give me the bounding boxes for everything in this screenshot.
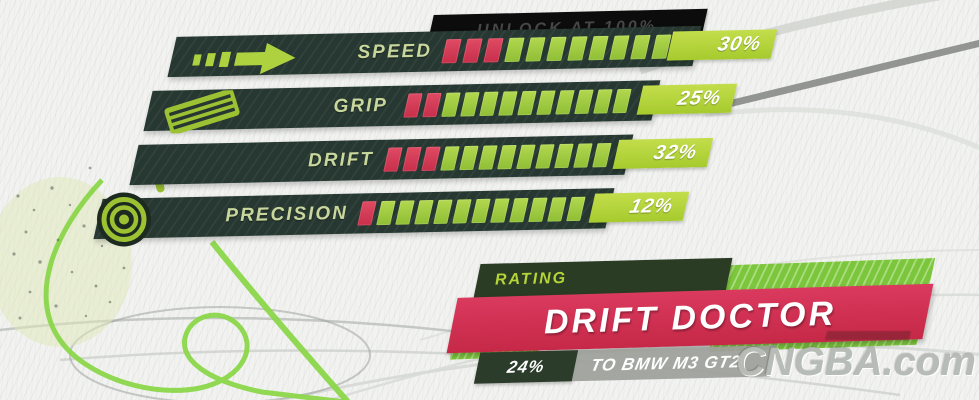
stat-block-green: [479, 91, 499, 117]
stat-row-grip: GRIP 25%: [143, 78, 769, 135]
stat-block-green: [440, 146, 460, 171]
stat-block-green: [536, 90, 556, 115]
stat-block-green: [516, 144, 536, 169]
stat-block-green: [452, 199, 472, 224]
stat-block-green: [547, 197, 567, 222]
stat-blocks-speed: [441, 34, 672, 64]
stat-block-green: [504, 37, 525, 63]
stat-value-precision: 12%: [627, 194, 676, 218]
stat-block-red: [402, 146, 422, 172]
stat-row-drift: DRIFT 32%: [129, 132, 745, 193]
grip-tread-icon: [154, 88, 255, 139]
stat-block-green: [525, 37, 546, 62]
stat-blocks-drift: [383, 142, 612, 172]
stat-block-green: [546, 36, 567, 62]
stat-block-green: [574, 89, 594, 115]
stat-block-green: [471, 198, 491, 224]
stat-block-red: [462, 38, 483, 63]
stat-block-green: [528, 197, 548, 222]
precision-target-icon: [95, 191, 152, 253]
stat-value-tag-speed: 30%: [666, 29, 778, 61]
stat-value-drift: 32%: [651, 141, 700, 165]
stat-label-speed: SPEED: [357, 40, 433, 64]
speed-arrow-icon: [186, 39, 305, 82]
rating-progress: 24% TO BMW M3 GT2: [473, 345, 777, 384]
stat-block-green: [573, 143, 593, 168]
stat-block-green: [592, 142, 612, 168]
stat-block-green: [593, 89, 613, 114]
stat-value-tag-grip: 25%: [636, 83, 738, 115]
stat-value-grip: 25%: [675, 86, 724, 110]
stat-block-green: [459, 145, 479, 171]
stat-value-tag-drift: 32%: [612, 137, 714, 169]
rating-progress-value: 24%: [473, 350, 579, 384]
stat-block-red: [403, 93, 423, 118]
site-watermark: CNGBA.com: [736, 340, 977, 384]
stat-label-drift: DRIFT: [307, 148, 375, 172]
stat-blocks-grip: [403, 88, 632, 118]
stat-block-green: [535, 144, 555, 169]
stat-value-tag-precision: 12%: [588, 191, 690, 223]
stat-block-green: [460, 92, 480, 117]
stat-block-green: [555, 90, 575, 115]
stat-block-green: [517, 90, 537, 116]
stat-block-red: [357, 201, 377, 226]
stat-block-green: [509, 197, 529, 223]
stat-block-green: [612, 88, 632, 114]
stat-block-red: [421, 146, 441, 171]
stat-row-speed: SPEED 30%: [167, 24, 813, 78]
stat-block-green: [566, 196, 586, 222]
stat-block-green: [376, 200, 396, 226]
stat-block-green: [498, 91, 518, 116]
stat-block-red: [483, 38, 504, 63]
stat-block-green: [478, 145, 498, 170]
stat-block-green: [433, 199, 453, 224]
stat-block-red: [422, 92, 442, 118]
stat-block-green: [395, 200, 415, 225]
stat-block-green: [588, 35, 609, 61]
stat-value-speed: 30%: [715, 32, 764, 56]
stat-block-green: [554, 143, 574, 169]
stat-block-red: [441, 38, 462, 64]
stat-block-green: [609, 35, 630, 60]
stat-blocks-precision: [357, 196, 586, 226]
stat-block-green: [490, 198, 510, 223]
stat-block-green: [567, 36, 588, 61]
stat-block-green: [630, 34, 651, 60]
small-watermark-decor: [824, 331, 912, 340]
stat-block-green: [441, 92, 461, 117]
stat-block-green: [414, 199, 434, 225]
stat-label-precision: PRECISION: [225, 202, 349, 227]
stat-label-grip: GRIP: [333, 94, 389, 118]
stat-block-green: [497, 144, 517, 170]
stat-block-red: [383, 147, 403, 172]
